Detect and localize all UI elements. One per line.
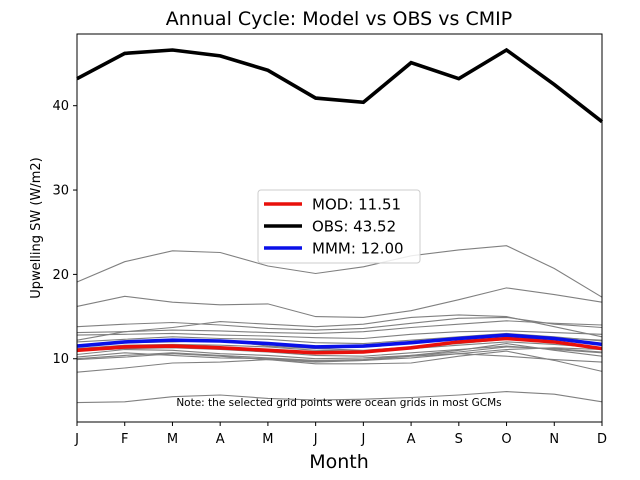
cmip-model-line-15 — [76, 350, 603, 373]
x-tick-label: J — [313, 432, 318, 447]
y-tick-label: 30 — [52, 184, 69, 199]
x-tick-label: M — [262, 432, 273, 447]
legend-box — [257, 189, 421, 264]
mod-line — [76, 336, 603, 355]
cmip-model-line-4 — [76, 320, 603, 334]
y-tick-label: 40 — [52, 99, 69, 114]
y-tick-label: 20 — [52, 268, 69, 283]
legend-entries: MOD: 11.51 OBS: 43.52 MMM: 12.00 — [264, 196, 404, 258]
x-tick-label: J — [74, 432, 79, 447]
x-tick-label: O — [501, 432, 511, 447]
x-tick-label: A — [407, 432, 416, 447]
cmip-model-line-6 — [76, 314, 603, 341]
y-tick-label: 10 — [52, 352, 69, 367]
cmip-model-line-2 — [76, 287, 603, 318]
cmip-model-line-13 — [76, 343, 603, 361]
cmip-model-line-5 — [76, 330, 603, 340]
cmip-model-line-11 — [76, 346, 603, 360]
plot-frame — [76, 33, 603, 423]
mmm-line — [76, 333, 603, 349]
legend-label-obs: OBS: 43.52 — [312, 218, 396, 236]
cmip-model-line-14 — [76, 353, 603, 363]
x-tick-label: D — [597, 432, 607, 447]
x-axis-label: Month — [309, 451, 369, 473]
chart-note: Note: the selected grid points were ocea… — [176, 397, 501, 409]
legend: MOD: 11.51 OBS: 43.52 MMM: 12.00 — [257, 189, 421, 264]
x-tick-label: F — [121, 432, 128, 447]
cmip-model-line-16 — [76, 391, 603, 404]
y-axis-ticks: 10 20 30 40 — [52, 99, 77, 367]
legend-label-mmm: MMM: 12.00 — [312, 240, 404, 258]
legend-label-mod: MOD: 11.51 — [312, 196, 401, 214]
y-axis-label: Upwelling SW (W/m2) — [29, 157, 44, 298]
chart-title: Annual Cycle: Model vs OBS vs CMIP — [166, 8, 512, 30]
x-tick-label: A — [216, 432, 225, 447]
highlight-series-group — [76, 47, 604, 355]
x-tick-label: J — [360, 432, 365, 447]
x-tick-label: M — [167, 432, 178, 447]
x-tick-label: S — [455, 432, 463, 447]
cmip-model-line-1 — [76, 245, 603, 298]
obs-line — [76, 47, 604, 124]
x-tick-label: N — [549, 432, 559, 447]
